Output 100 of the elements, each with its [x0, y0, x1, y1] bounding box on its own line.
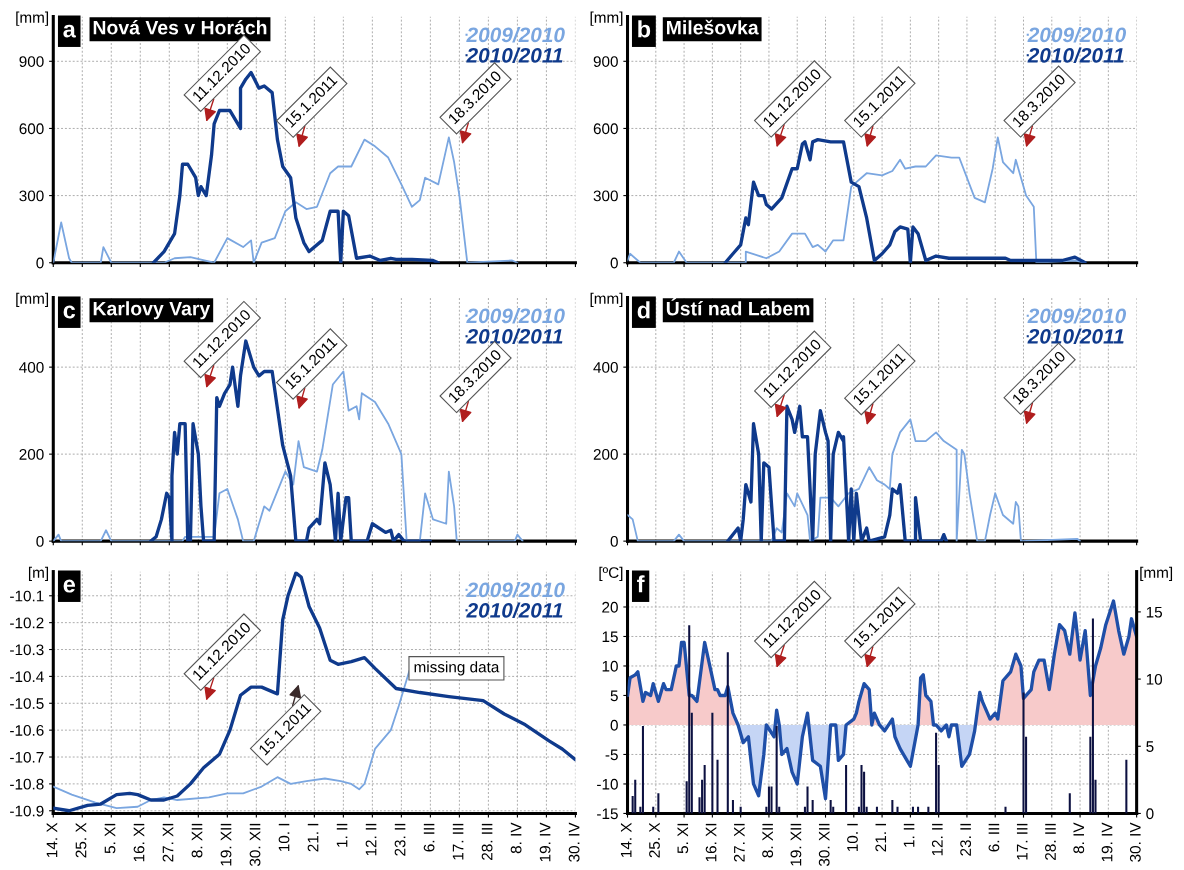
- y-tick-label: 5: [610, 690, 618, 702]
- x-tick-label: 5. XI: [677, 823, 689, 854]
- y-tick-label: -10.7: [10, 751, 44, 763]
- bar: [767, 786, 770, 814]
- y-axis-title: [mm]: [590, 292, 623, 307]
- bar: [1068, 793, 1071, 814]
- y-tick-label: -10.5: [10, 698, 44, 709]
- legend-label: 2009/2010: [1027, 26, 1127, 43]
- y-axis-title: [ºC]: [599, 566, 623, 581]
- x-tick-label: 30. IV: [1129, 822, 1141, 862]
- y-tick-label: 400: [593, 362, 618, 373]
- x-tick-label: 16. XI: [705, 823, 717, 862]
- bar: [1004, 806, 1007, 814]
- y-tick-label: -10.8: [10, 778, 44, 790]
- bar: [860, 765, 863, 814]
- x-tick-label: 1. II: [903, 823, 915, 847]
- x-tick-label: 25. X: [649, 822, 660, 858]
- bar: [1091, 618, 1094, 814]
- legend-label: 2010/2011: [1027, 47, 1124, 63]
- annotation: f: [637, 575, 645, 593]
- y2-tick-label: 10: [1146, 673, 1163, 685]
- x-tick-label: 12. II: [365, 823, 377, 856]
- bar: [845, 765, 848, 814]
- chart-title: Milešovka: [667, 19, 759, 35]
- y-tick-label: -10.3: [10, 644, 44, 656]
- y-tick-label: 0: [36, 536, 44, 547]
- y-tick-label: 900: [593, 56, 618, 67]
- y-tick-label: -10.2: [10, 617, 44, 629]
- annotation: e: [63, 579, 75, 593]
- x-tick-label: 8. IV: [1073, 822, 1085, 854]
- x-tick-label: 19. IV: [1101, 822, 1113, 862]
- legend-label: 2010/2011: [466, 47, 563, 63]
- y-tick-label: -10: [597, 778, 618, 790]
- y-tick-label: -10.6: [10, 725, 44, 736]
- bar: [657, 793, 660, 814]
- bar: [641, 726, 644, 814]
- y-tick-label: -10.4: [10, 671, 44, 683]
- legend-label: 2009/2010: [1027, 307, 1127, 324]
- x-tick-label: 19. IV: [539, 822, 551, 862]
- y-tick-label: -10.1: [10, 590, 44, 602]
- x-tick-label: 23. II: [394, 823, 406, 856]
- x-tick-label: 30. XII: [818, 823, 830, 867]
- bar: [688, 625, 691, 814]
- x-tick-label: 30. IV: [568, 822, 580, 862]
- x-tick-label: 17. III: [1016, 823, 1028, 860]
- x-tick-label: 16. XI: [133, 823, 145, 862]
- legend-label: 2009/2010: [466, 26, 565, 43]
- y-tick-label: 300: [19, 190, 44, 202]
- legend-label: 2010/2011: [466, 328, 563, 344]
- x-tick-label: 12. II: [931, 823, 943, 856]
- x-tick-label: 8. XII: [191, 823, 203, 858]
- y-tick-label: 0: [610, 536, 618, 547]
- annotation: a: [63, 24, 76, 38]
- x-tick-label: 8. XII: [762, 823, 774, 858]
- x-tick-label: 17. III: [452, 823, 464, 860]
- y-tick-label: 20: [602, 601, 618, 613]
- legend-label: 2009/2010: [466, 582, 565, 598]
- y-tick-label: 0: [610, 719, 618, 731]
- line-series: [726, 404, 949, 542]
- x-tick-label: 10. I: [278, 823, 290, 852]
- x-tick-label: 14. X: [620, 822, 632, 857]
- x-tick-label: 28. III: [1045, 823, 1056, 860]
- bar: [806, 786, 809, 814]
- bar: [896, 806, 899, 814]
- line-series: [53, 571, 576, 813]
- y-tick-label: 0: [36, 257, 44, 269]
- annotation: b: [638, 20, 651, 38]
- legend-label: 2010/2011: [1027, 328, 1124, 344]
- y-tick-label: 600: [593, 123, 618, 135]
- y2-tick-label: 15: [1146, 606, 1163, 618]
- x-tick-label: 5. XI: [104, 823, 116, 854]
- y-tick-label: 200: [19, 449, 44, 460]
- y-tick-label: 300: [593, 190, 618, 202]
- y-tick-label: 900: [19, 56, 44, 67]
- annotation: missing data: [414, 661, 500, 676]
- x-tick-label: 8. IV: [510, 822, 522, 854]
- bar: [703, 765, 706, 814]
- annotation: d: [637, 301, 650, 319]
- x-tick-label: 23. II: [960, 823, 972, 856]
- x-tick-label: 19. XII: [220, 823, 232, 866]
- y-axis-title: [mm]: [16, 292, 49, 307]
- bar: [775, 726, 778, 814]
- bar: [891, 800, 894, 814]
- x-tick-label: 6. III: [423, 823, 435, 852]
- y-tick-label: -5: [605, 749, 618, 761]
- y-tick-label: -15: [597, 808, 618, 820]
- line-series: [627, 418, 1081, 542]
- y-tick-label: 600: [19, 123, 44, 135]
- bar: [770, 786, 773, 814]
- y2-axis-title: [mm]: [1140, 566, 1173, 581]
- bar: [726, 652, 729, 814]
- bar: [935, 732, 938, 814]
- y-axis-title: [mm]: [590, 11, 623, 26]
- x-tick-label: 10. I: [847, 823, 858, 852]
- y-tick-label: 15: [602, 631, 618, 643]
- bar: [829, 800, 832, 814]
- y-tick-label: 200: [593, 449, 618, 460]
- x-tick-label: 6. III: [988, 823, 1000, 852]
- bar: [711, 712, 714, 814]
- x-tick-label: 25. X: [75, 822, 87, 858]
